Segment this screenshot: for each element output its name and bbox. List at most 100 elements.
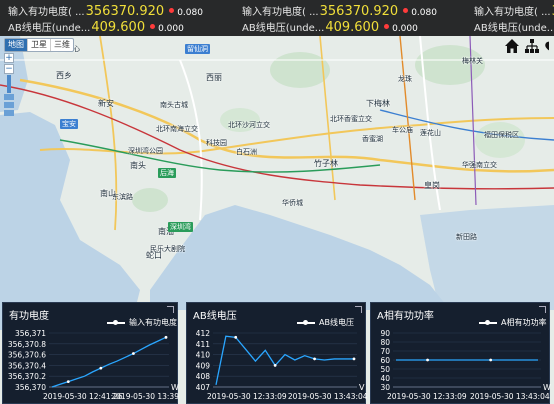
place-label: 南头古城	[160, 101, 188, 109]
chart-legend[interactable]: 输入有功电度	[107, 317, 177, 328]
y-tick-label: 408	[196, 372, 211, 381]
metro-label[interactable]: 后海	[158, 168, 176, 178]
chart-title: A相有功功率	[377, 311, 434, 322]
place-label: 西乡	[56, 71, 72, 80]
metro-label[interactable]: 宝安	[60, 119, 78, 129]
road-main-3	[99, 35, 118, 231]
zoom-level-icon[interactable]	[4, 102, 14, 108]
legend-line-icon	[297, 319, 315, 325]
metric-label: 输入有功电度( ...	[8, 7, 85, 18]
metro-label[interactable]: 留仙洞	[185, 44, 210, 54]
data-point[interactable]	[426, 358, 429, 362]
legend-label: A相有功功率	[501, 318, 547, 327]
shenzhen-bay	[150, 205, 450, 310]
map-type-map[interactable]: 地图	[5, 39, 28, 51]
data-point[interactable]	[234, 335, 238, 339]
legend-label: AB线电压	[319, 318, 354, 327]
data-point[interactable]	[132, 352, 135, 355]
pin-icon[interactable]	[544, 38, 554, 54]
park-5	[220, 108, 260, 132]
chart-panel-voltage: AB线电压 AB线电压 412 411 410 409 408 407 2019-05-30…	[186, 302, 367, 404]
metric-item[interactable]: 输入有功电度( ...356370.920 0.080	[8, 1, 203, 19]
place-label: 华强南立交	[462, 161, 497, 169]
x-tick-label: 2019-05-30 13:43:04	[288, 392, 367, 401]
park-1	[270, 52, 330, 88]
place-label: 民乐大剧院	[150, 245, 185, 253]
data-point[interactable]	[313, 357, 316, 361]
expand-icon[interactable]	[355, 306, 362, 313]
place-label: 西丽	[206, 73, 222, 82]
data-point[interactable]	[273, 364, 277, 367]
chart-title: 有功电度	[9, 311, 49, 322]
place-label: 皇岗	[424, 181, 440, 190]
zoom-level-icon[interactable]	[4, 94, 14, 100]
data-point[interactable]	[99, 366, 103, 370]
metric-delta: 0.000	[392, 24, 418, 34]
metric-item[interactable]: AB线电压(unde...	[474, 17, 554, 35]
y-tick-label: 356,370.2	[8, 372, 46, 381]
series-line	[51, 336, 167, 388]
park-3	[132, 188, 168, 212]
y-tick-label: 356,370.8	[8, 340, 46, 349]
y-tick-label: 356,370.6	[8, 351, 46, 360]
y-tick-label: 70	[380, 347, 390, 356]
network-icon[interactable]	[524, 38, 540, 54]
zoom-in-button[interactable]: +	[4, 53, 14, 63]
park-4	[475, 122, 525, 158]
legend-label: 输入有功电度	[129, 318, 177, 327]
place-label: 竹子林	[314, 159, 338, 168]
home-icon[interactable]	[504, 38, 520, 54]
data-point[interactable]	[164, 335, 168, 339]
chart-legend[interactable]: A相有功功率	[479, 317, 546, 328]
data-point[interactable]	[352, 357, 356, 361]
y-tick-label: 40	[380, 374, 390, 383]
metro-green	[59, 139, 381, 173]
legend-line-icon	[479, 319, 497, 325]
zoom-slider[interactable]	[7, 75, 11, 93]
data-point[interactable]	[66, 380, 70, 383]
alert-dot-icon	[150, 23, 156, 29]
y-tick-label: 80	[380, 338, 390, 347]
x-tick-label: 2019-05-30 13:39:31	[111, 392, 179, 401]
map-type-3d[interactable]: 三维	[54, 40, 70, 49]
place-label: 深圳湾公园	[128, 147, 163, 155]
legend-line-icon	[107, 319, 125, 325]
metric-item[interactable]: AB线电压(unde...409.600 0.000	[242, 17, 418, 35]
zoom-level-icon[interactable]	[4, 110, 14, 116]
metric-item[interactable]: AB线电压(unde...409.600 0.000	[8, 17, 184, 35]
y-tick-label: 90	[380, 329, 390, 338]
place-label: 新安	[98, 99, 114, 108]
map-toolbar	[500, 38, 554, 54]
metro-purple	[469, 35, 477, 206]
metric-item[interactable]: 输入有功电度( ...356370.920 0.080	[242, 1, 437, 19]
alert-dot-icon	[169, 7, 175, 13]
x-tick-label: 2019-05-30 12:41:26	[43, 392, 123, 401]
expand-icon[interactable]	[167, 306, 174, 313]
chart-panel-energy: 有功电度 输入有功电度 356,371 356,370.8 356,370.6 356…	[2, 302, 179, 404]
x-tick-label: 2019-05-30 13:43:04	[470, 392, 550, 401]
place-label: 北环沙河立交	[228, 121, 270, 129]
zoom-out-button[interactable]: −	[4, 64, 14, 74]
place-label: 车公庙	[392, 126, 413, 134]
map-type-satellite[interactable]: 卫星	[28, 39, 51, 51]
chart-strip: 有功电度 输入有功电度 356,371 356,370.8 356,370.6 356…	[0, 302, 554, 404]
metric-delta: 0.080	[177, 8, 203, 18]
metro-red	[0, 84, 554, 190]
expand-icon[interactable]	[539, 306, 546, 313]
y-tick-label: 411	[196, 340, 211, 349]
metric-value: 356370.920	[319, 4, 399, 19]
place-label: 东滨路	[112, 193, 133, 201]
metric-item[interactable]: 输入有功电度( ...35	[474, 1, 554, 19]
chart-title: AB线电压	[193, 311, 237, 322]
y-tick-label: 412	[196, 329, 211, 338]
x-tick-label: 2019-05-30 12:33:09	[207, 392, 287, 401]
chart-legend[interactable]: AB线电压	[297, 317, 354, 328]
data-point[interactable]	[489, 358, 493, 362]
metro-label[interactable]: 深圳湾	[168, 222, 193, 232]
metric-label: AB线电压(unde...	[8, 23, 91, 34]
y-tick-label: 410	[196, 351, 211, 360]
